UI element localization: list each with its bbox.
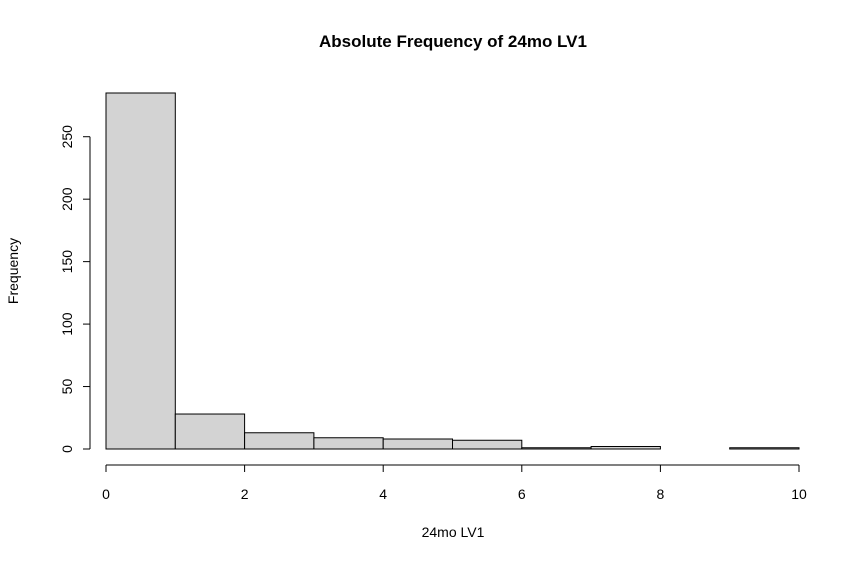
bars-group [105,92,800,450]
histogram-bar [174,413,246,450]
x-axis-label: 24mo LV1 [422,524,485,540]
y-tick-label: 150 [59,250,75,274]
histogram-bar [244,432,315,450]
histogram-bar [382,438,454,450]
x-tick-label: 8 [657,486,665,502]
x-tick-label: 2 [241,486,249,502]
x-axis: 0 2 4 6 8 10 [102,464,807,502]
y-axis: 0 50 100 150 200 250 [59,125,91,453]
histogram-bar [105,92,176,450]
histogram-bar [729,447,800,450]
chart-title: Absolute Frequency of 24mo LV1 [319,32,587,51]
y-axis-label: Frequency [5,238,21,304]
histogram-bar [590,446,661,450]
y-tick-label: 50 [59,379,75,395]
histogram-bar [521,447,592,450]
histogram-bar [452,439,523,450]
y-tick-label: 100 [59,312,75,336]
y-tick-label: 200 [59,187,75,211]
x-tick-label: 4 [379,486,387,502]
x-tick-label: 10 [791,486,807,502]
y-tick-label: 0 [59,445,75,453]
x-tick-label: 0 [102,486,110,502]
histogram-bar [313,437,384,450]
y-tick-label: 250 [59,125,75,149]
x-tick-label: 6 [518,486,526,502]
